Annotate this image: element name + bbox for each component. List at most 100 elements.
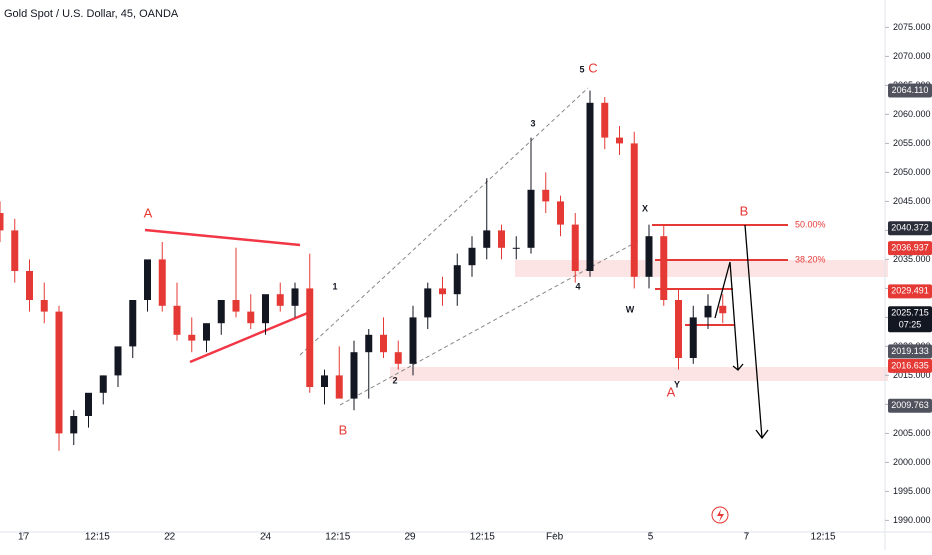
candle-body bbox=[616, 137, 623, 144]
x-tick-label: 24 bbox=[260, 532, 272, 543]
price-label: 2009.763 bbox=[891, 400, 929, 410]
candle-body bbox=[468, 247, 476, 266]
drawings bbox=[144, 87, 888, 524]
candle-body bbox=[365, 334, 373, 353]
candle-body bbox=[689, 317, 697, 358]
x-tick-label: 5 bbox=[648, 532, 654, 543]
candle-body bbox=[586, 102, 594, 271]
price-label: 2019.133 bbox=[891, 346, 929, 356]
y-tick-label: 2075.000 bbox=[893, 22, 931, 32]
candle-body bbox=[439, 288, 446, 295]
y-tick-label: 2045.000 bbox=[893, 196, 931, 206]
candle-body bbox=[99, 375, 107, 393]
y-tick-label: 2000.000 bbox=[893, 457, 931, 467]
price-label: 2036.937 bbox=[891, 243, 929, 253]
candle-body bbox=[557, 201, 564, 225]
price-label: 2040.372 bbox=[891, 223, 929, 233]
candle-body bbox=[483, 230, 491, 248]
price-label-box bbox=[888, 306, 932, 333]
candle-body bbox=[394, 352, 402, 364]
trendline bbox=[144, 228, 301, 247]
price-label-box bbox=[888, 221, 932, 236]
channel-line bbox=[339, 239, 641, 406]
price-label-box bbox=[888, 358, 932, 373]
zone bbox=[515, 260, 888, 277]
y-tick-label: 1990.000 bbox=[893, 515, 931, 525]
x-tick-label: 22 bbox=[164, 532, 176, 543]
candle-body bbox=[424, 288, 432, 318]
candle-body bbox=[630, 143, 638, 277]
wave-label: 3 bbox=[530, 118, 535, 128]
zone bbox=[390, 367, 888, 381]
candle-body bbox=[217, 300, 225, 324]
x-tick-label: 12:15 bbox=[811, 532, 836, 543]
x-tick-label: 17 bbox=[18, 532, 30, 543]
candle-body bbox=[26, 271, 33, 300]
candle-body bbox=[129, 300, 137, 347]
wave-label: 4 bbox=[575, 281, 580, 291]
candle-body bbox=[55, 311, 63, 434]
wave-label: Y bbox=[674, 379, 680, 389]
wave-label: C bbox=[588, 60, 597, 75]
candle-body bbox=[11, 230, 19, 271]
candle-body bbox=[144, 259, 151, 300]
candle-body bbox=[262, 294, 269, 324]
candle-body bbox=[498, 230, 505, 248]
price-label-box bbox=[888, 83, 932, 98]
wave-label: B bbox=[339, 422, 348, 437]
candle-body bbox=[188, 334, 196, 341]
candle-body bbox=[173, 305, 181, 335]
candle-body bbox=[114, 346, 122, 376]
candle-body bbox=[601, 102, 609, 138]
price-label: 2029.491 bbox=[891, 286, 929, 296]
fib-label: 50.00% bbox=[795, 219, 826, 229]
candle-body bbox=[276, 294, 284, 306]
y-tick-label: 2060.000 bbox=[893, 109, 931, 119]
x-tick-label: 12:15 bbox=[325, 532, 350, 543]
candle-body bbox=[704, 305, 712, 318]
y-tick-label: 1995.000 bbox=[893, 486, 931, 496]
event-icon bbox=[717, 509, 724, 522]
candle-body bbox=[719, 305, 727, 314]
wave-label: B bbox=[740, 203, 749, 218]
price-label-box bbox=[888, 398, 932, 413]
candle-body bbox=[0, 213, 4, 231]
candle-body bbox=[203, 323, 210, 341]
price-label: 2016.635 bbox=[891, 360, 929, 370]
candles bbox=[0, 90, 727, 451]
wave-label: A bbox=[144, 205, 153, 220]
candle-body bbox=[158, 259, 166, 306]
y-tick-label: 2005.000 bbox=[893, 428, 931, 438]
event-icon bbox=[711, 506, 729, 524]
arrowhead bbox=[755, 429, 769, 440]
candle-body bbox=[527, 189, 535, 248]
candle-body bbox=[70, 416, 78, 434]
price-label-box bbox=[888, 284, 932, 299]
candle-body bbox=[291, 288, 299, 306]
candle-body bbox=[40, 300, 48, 312]
x-tick-label: 29 bbox=[404, 532, 416, 543]
trendline bbox=[189, 310, 311, 364]
candle-body bbox=[675, 300, 682, 358]
price-label: 2064.110 bbox=[892, 85, 929, 95]
candle-body bbox=[321, 375, 328, 387]
y-tick-label: 2015.000 bbox=[893, 370, 931, 380]
candle-body bbox=[512, 247, 520, 249]
candle-body bbox=[453, 265, 461, 295]
y-tick-label: 2055.000 bbox=[893, 138, 931, 148]
candle-body bbox=[645, 236, 653, 277]
candle-body bbox=[306, 288, 314, 387]
x-tick-label: 12:15 bbox=[85, 532, 110, 543]
candle-body bbox=[335, 375, 343, 399]
y-tick-label: 2035.000 bbox=[893, 254, 931, 264]
candle-body bbox=[247, 311, 255, 324]
candle-body bbox=[542, 189, 550, 202]
candle-body bbox=[350, 352, 358, 399]
candle-body bbox=[85, 392, 92, 416]
fib-label: 38.20% bbox=[795, 254, 826, 264]
candle-body bbox=[232, 300, 240, 312]
wave-label: 2 bbox=[392, 375, 397, 385]
x-tick-label: 12:15 bbox=[470, 532, 495, 543]
wave-label: 1 bbox=[332, 281, 337, 291]
